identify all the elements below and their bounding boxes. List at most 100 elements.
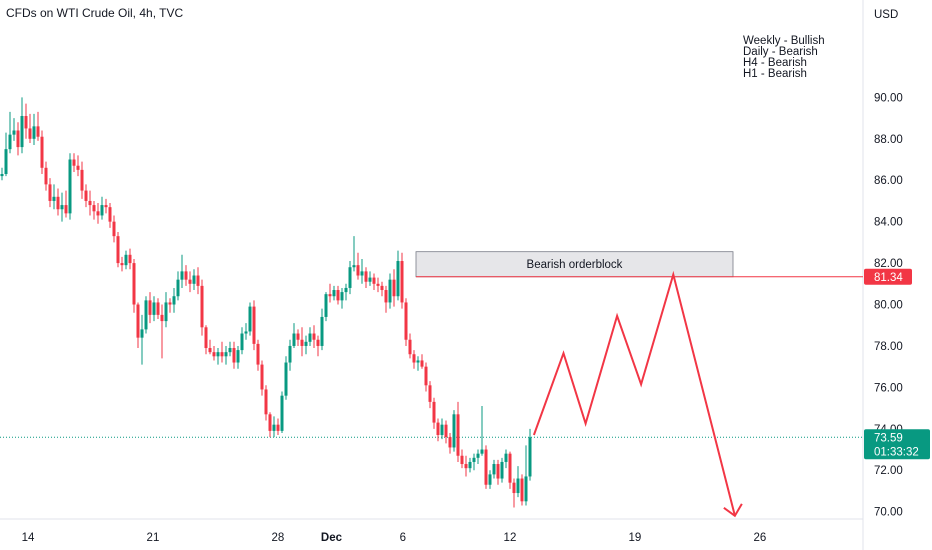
candle-body: [392, 279, 396, 297]
candle: [428, 381, 432, 409]
candle: [120, 256, 124, 272]
candle-body: [396, 261, 400, 297]
candle-body: [164, 302, 168, 322]
candle-body: [16, 130, 20, 148]
candle: [316, 335, 320, 357]
candle-body: [456, 414, 460, 456]
candle-body: [484, 449, 488, 485]
candle-body: [324, 294, 328, 317]
candle: [52, 184, 56, 210]
candle: [444, 420, 448, 444]
candle: [128, 248, 132, 270]
candle-body: [332, 290, 336, 297]
candle-body: [420, 360, 424, 367]
candle-body: [448, 437, 452, 448]
candle-body: [24, 116, 28, 129]
candle: [8, 111, 12, 154]
candle-body: [176, 279, 180, 297]
y-tick-label: 88.00: [874, 134, 903, 146]
candle: [280, 391, 284, 433]
candle: [392, 269, 396, 307]
candle: [244, 323, 248, 340]
candle: [132, 258, 136, 313]
candle: [36, 111, 40, 141]
candle: [92, 200, 96, 220]
candle-body: [112, 221, 116, 237]
candle: [216, 348, 220, 365]
candle-body: [476, 453, 480, 458]
candle: [88, 190, 92, 216]
price-tags: 81.34 73.59 01:33:32: [864, 268, 930, 460]
candle-body: [336, 290, 340, 301]
candle: [300, 327, 304, 357]
candle: [24, 103, 28, 139]
candle-body: [316, 339, 320, 346]
candle-body: [240, 333, 244, 351]
candle: [124, 250, 128, 270]
candle: [284, 356, 288, 400]
candle-body: [76, 165, 80, 170]
candle: [440, 418, 444, 440]
x-tick-label: Dec: [321, 532, 343, 544]
candle-body: [64, 205, 68, 214]
candle-body: [452, 414, 456, 448]
candle: [212, 345, 216, 361]
candle: [32, 113, 36, 146]
candle-body: [168, 302, 172, 305]
candle-body: [224, 352, 228, 357]
candle-body: [272, 424, 276, 431]
x-tick-label: 28: [272, 532, 285, 544]
candle: [380, 281, 384, 297]
candle: [116, 232, 120, 268]
candle-body: [352, 265, 356, 268]
candle: [408, 333, 412, 359]
candle: [436, 418, 440, 442]
candle: [148, 292, 152, 324]
candle-body: [340, 292, 344, 301]
candle-body: [260, 364, 264, 390]
candle-body: [28, 128, 32, 139]
candle-body: [436, 422, 440, 436]
candle: [400, 252, 404, 309]
candle: [164, 292, 168, 328]
candle: [420, 354, 424, 369]
candle-body: [304, 341, 308, 346]
candle-body: [60, 205, 64, 210]
orderblock-label: Bearish orderblock: [527, 259, 623, 271]
candle-body: [388, 279, 392, 303]
candle-body: [52, 196, 56, 201]
candle: [352, 236, 356, 272]
candle-body: [460, 455, 464, 465]
candle: [368, 271, 372, 286]
candle-body: [300, 339, 304, 346]
candle-body: [468, 461, 472, 469]
candle-body: [152, 302, 156, 315]
candle-body: [296, 333, 300, 340]
candle: [0, 167, 4, 181]
candle: [48, 178, 52, 208]
candle: [412, 350, 416, 369]
candle-body: [312, 333, 316, 340]
candle: [220, 341, 224, 363]
note-h1: H1 - Bearish: [743, 68, 807, 80]
price-line-tag-text: 81.34: [874, 272, 903, 284]
projection: [532, 270, 743, 518]
countdown-tag-text: 01:33:32: [874, 446, 919, 458]
candle-body: [376, 283, 380, 286]
candle-body: [428, 385, 432, 402]
candle: [324, 292, 328, 322]
x-tick-label: 19: [629, 532, 642, 544]
candles: [0, 97, 532, 508]
candle: [332, 285, 336, 301]
candle-body: [488, 474, 492, 485]
candle: [360, 258, 364, 284]
candle: [20, 97, 24, 154]
candle: [500, 457, 504, 483]
candle-body: [0, 174, 4, 177]
candle: [176, 271, 180, 301]
candle-body: [288, 345, 292, 363]
candle: [56, 188, 60, 216]
note-daily: Daily - Bearish: [743, 46, 818, 58]
candle: [96, 203, 100, 224]
